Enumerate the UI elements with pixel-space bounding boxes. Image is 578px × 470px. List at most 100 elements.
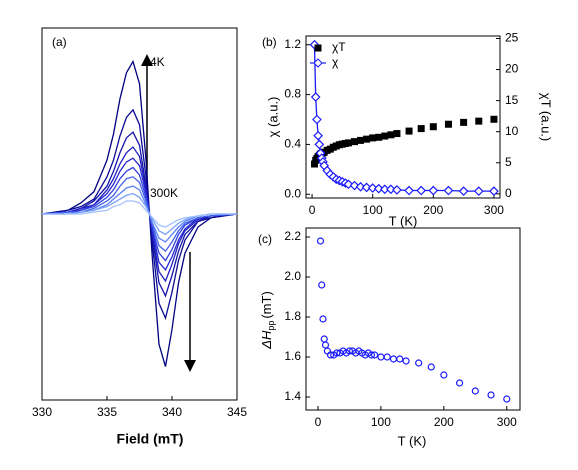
y2-tick-label: 20: [505, 62, 519, 76]
data-point: [503, 395, 511, 403]
y2-tick-label: 25: [505, 31, 519, 45]
data-point: [383, 353, 391, 361]
y2-tick-label: 15: [505, 93, 519, 107]
data-point: [404, 185, 414, 196]
data-point: [357, 136, 365, 144]
data-point: [333, 349, 341, 357]
y2-axis-label: χT (a.u.): [539, 93, 554, 141]
data-point: [314, 139, 325, 150]
data-point: [396, 355, 404, 363]
annotation: 4K: [150, 55, 165, 69]
x-axis-label: T (K): [398, 433, 427, 448]
data-point: [345, 347, 354, 355]
data-point: [361, 182, 372, 193]
annotation: 300K: [150, 186, 178, 200]
series-line: [41, 176, 238, 253]
x-tick-label: 0: [309, 203, 316, 217]
y-axis-label: ΔHpp (mT): [259, 291, 276, 350]
x-tick-label: 100: [363, 203, 383, 217]
y-tick-label: 1.4: [284, 389, 301, 403]
data-point: [402, 357, 410, 365]
x-tick-label: 200: [423, 203, 443, 217]
series-line: [41, 108, 238, 321]
data-point: [489, 186, 499, 196]
series-line: [313, 44, 494, 192]
data-point: [312, 114, 322, 125]
data-point: [415, 359, 423, 367]
data-point: [444, 120, 452, 128]
y-tick-label: 1.2: [284, 37, 301, 51]
series-line: [41, 59, 238, 367]
x-tick-label: 345: [227, 405, 247, 419]
data-point: [417, 125, 425, 133]
x-tick-label: 330: [32, 405, 52, 419]
x-tick-label: 100: [371, 415, 391, 429]
data-point: [375, 133, 383, 141]
data-point: [490, 115, 498, 123]
y-tick-label: 0.4: [284, 137, 301, 151]
x-axis-label: T (K): [389, 213, 418, 228]
y-label-unit: (mT): [259, 291, 274, 318]
y-label-main: ΔH: [259, 330, 274, 350]
x-tick-label: 200: [434, 415, 454, 429]
legend-label: χ: [332, 55, 339, 69]
y-axis-label: χ (a.u.): [265, 97, 280, 138]
series-line: [41, 157, 238, 271]
y2-tick-label: 10: [505, 124, 519, 138]
plot-frame: [305, 227, 521, 411]
data-point: [393, 130, 401, 138]
legend-swatch: [314, 44, 322, 52]
y-tick-label: 2.2: [284, 229, 301, 243]
data-point: [381, 132, 389, 140]
x-tick-label: 300: [484, 203, 504, 217]
data-point: [405, 127, 413, 135]
y2-tick-label: 0: [505, 186, 512, 200]
data-point: [369, 134, 377, 142]
data-point: [355, 181, 366, 192]
panel-label: (a): [52, 35, 67, 49]
data-point: [343, 179, 354, 190]
data-point: [344, 139, 352, 147]
data-point: [313, 130, 323, 141]
data-point: [351, 138, 358, 146]
data-point: [316, 237, 325, 245]
data-point: [392, 185, 402, 195]
data-point: [310, 92, 321, 102]
y-tick-label: 0.8: [284, 87, 301, 101]
data-point: [373, 183, 384, 194]
x-tick-label: 340: [162, 405, 182, 419]
panel-label: (b): [262, 35, 277, 49]
legend-label: χT: [332, 40, 346, 54]
y-tick-label: 2.0: [284, 269, 301, 283]
data-point: [320, 335, 328, 343]
data-point: [319, 315, 327, 323]
series-line: [42, 192, 237, 236]
data-point: [428, 185, 439, 196]
y-tick-label: 0.0: [284, 186, 301, 200]
data-point: [389, 355, 398, 363]
panel-label: (c): [258, 232, 272, 246]
data-point: [371, 351, 379, 359]
series-line: [42, 200, 237, 228]
data-point: [473, 186, 484, 196]
y-tick-label: 1.8: [284, 309, 301, 323]
data-point: [440, 371, 448, 379]
data-point: [323, 347, 331, 355]
x-tick-label: 300: [497, 415, 517, 429]
data-point: [310, 160, 318, 168]
data-point: [367, 183, 378, 193]
data-point: [487, 391, 495, 399]
data-point: [427, 363, 435, 371]
y-tick-label: 1.6: [284, 349, 301, 363]
y-label-sub: pp: [266, 321, 276, 331]
data-point: [455, 379, 464, 387]
series-line: [41, 166, 238, 262]
data-point: [416, 185, 427, 196]
data-point: [377, 353, 385, 361]
data-point: [387, 131, 395, 139]
data-point: [386, 184, 396, 195]
x-tick-label: 0: [315, 415, 322, 429]
data-point: [321, 341, 330, 349]
data-point: [367, 351, 376, 359]
data-point: [475, 117, 483, 125]
